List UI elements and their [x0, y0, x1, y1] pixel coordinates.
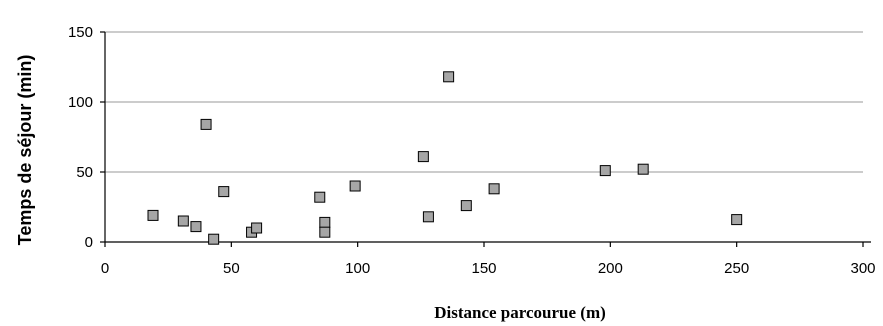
data-point-5 [208, 233, 220, 245]
gridlines [100, 31, 864, 247]
data-point-18 [599, 165, 611, 177]
data-point-19 [637, 163, 649, 175]
y-tick-label-100: 100 [68, 94, 93, 111]
data-point-11 [319, 226, 331, 238]
data-point-8 [251, 222, 263, 234]
x-tick-label-200: 200 [598, 260, 623, 277]
data-point-17 [488, 183, 500, 195]
data-point-2 [177, 215, 189, 227]
data-point-3 [190, 221, 202, 233]
data-points [147, 71, 743, 245]
data-point-14 [422, 211, 434, 223]
data-point-15 [443, 71, 455, 83]
x-tick-label-150: 150 [471, 260, 496, 277]
data-point-13 [417, 151, 429, 163]
y-tick-label-50: 50 [76, 164, 93, 181]
x-tick-label-0: 0 [101, 260, 109, 277]
data-point-16 [460, 200, 472, 212]
y-axis-title: Temps de séjour (min) [15, 55, 35, 246]
axes [104, 32, 871, 243]
data-point-12 [349, 180, 361, 192]
y-tick-label-0: 0 [85, 234, 93, 251]
data-point-1 [147, 209, 159, 221]
x-tick-label-100: 100 [345, 260, 370, 277]
data-point-10 [319, 216, 331, 228]
data-point-4 [200, 118, 212, 130]
y-tick-label-150: 150 [68, 24, 93, 41]
x-tick-label-250: 250 [724, 260, 749, 277]
x-tick-label-300: 300 [850, 260, 875, 277]
data-point-20 [731, 214, 743, 226]
data-point-9 [314, 191, 326, 203]
tick-labels: 0 50 100 150 0 50 100 150 200 250 300 [68, 24, 876, 277]
x-axis-title: Distance parcourue (m) [434, 303, 606, 322]
data-point-6 [218, 186, 230, 198]
x-tick-label-50: 50 [223, 260, 240, 277]
